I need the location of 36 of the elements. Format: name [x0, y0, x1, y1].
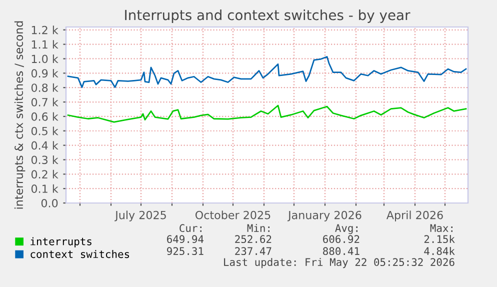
legend-label: interrupts [30, 237, 92, 248]
y-axis-title: interrupts & ctx switches / second [14, 21, 26, 209]
text: 649.94 [167, 235, 204, 244]
text: Last update: Fri May 22 05:25:32 2026 [224, 258, 454, 268]
y-tick-label: 0.6 k [31, 112, 58, 121]
text: 606.92 [323, 235, 360, 244]
line-series [67, 56, 467, 88]
text: Max: [430, 224, 452, 232]
y-tick-label: 0.2 k [31, 170, 58, 179]
text: 925.31 [167, 247, 204, 256]
y-tick-label: 0.8 k [31, 83, 58, 92]
text: 252.62 [235, 235, 272, 244]
y-tick-label: 0.4 k [31, 141, 58, 150]
y-tick-label: 1.1 k [32, 40, 58, 49]
chart-title: Interrupts and context switches - by year [125, 10, 410, 23]
text: 880.41 [323, 247, 360, 256]
y-tick-label: 0.3 k [31, 156, 58, 164]
y-tick-label: 1.2 k [32, 26, 58, 34]
line-series [67, 104, 467, 123]
text: Min: [247, 224, 270, 232]
y-tick-label: 0.5 k [31, 126, 58, 136]
text: 237.47 [235, 247, 272, 256]
y-tick-label: 0.7 k [31, 98, 58, 106]
y-tick-label: 0.1 k [31, 184, 58, 193]
text: 2.15k [424, 234, 455, 244]
legend-label: context switches [30, 250, 130, 258]
x-tick-label: April 2026 [386, 210, 443, 222]
x-tick-label: January 2026 [287, 210, 362, 222]
text: 4.84k [424, 246, 455, 256]
x-tick-label: July 2025 [114, 210, 166, 222]
y-tick-label: 0.9 k [31, 68, 58, 78]
text: Cur: [180, 224, 202, 232]
y-tick-label: 1.0 k [32, 54, 58, 64]
text: Avg: [335, 224, 358, 234]
x-tick-label: October 2025 [195, 210, 270, 220]
y-tick-label: 0.0 [41, 198, 58, 208]
